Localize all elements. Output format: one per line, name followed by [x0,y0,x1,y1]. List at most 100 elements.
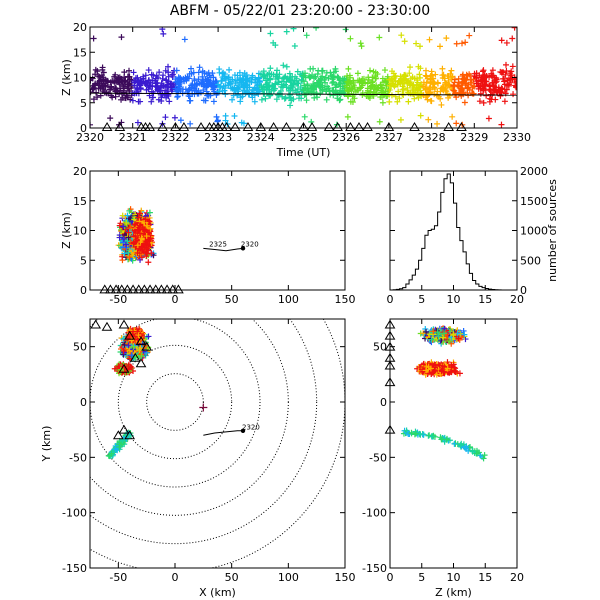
source-marker [324,83,331,90]
source-marker [416,71,423,78]
chart-title: ABFM - 05/22/01 23:20:00 - 23:30:00 [169,3,431,19]
y-tick-label: 5 [80,254,87,267]
source-marker [145,77,152,84]
source-marker [303,97,310,104]
source-marker [411,95,418,102]
source-marker [428,98,435,105]
y-tick-label: 5 [80,97,87,110]
source-marker [229,96,236,103]
source-marker [290,96,297,103]
source-marker [344,78,351,85]
source-marker [500,75,507,82]
source-marker [498,37,505,44]
source-marker [123,220,130,227]
source-marker [102,83,109,90]
source-marker [234,92,241,99]
source-marker [437,337,444,344]
source-marker [499,85,506,92]
source-marker [172,75,179,82]
source-marker [367,67,374,74]
source-marker [210,98,217,105]
source-marker [304,87,311,94]
source-marker [461,99,468,106]
source-marker [340,85,347,92]
station-triangle [353,122,365,131]
y-tick-label: 50 [73,341,87,354]
source-marker [395,88,402,95]
source-marker [143,349,150,356]
x-tick-label: 2330 [503,131,531,144]
source-marker [147,235,154,242]
histogram-frame [389,170,518,291]
source-marker [461,331,468,338]
source-marker [456,336,463,343]
source-marker [426,90,433,97]
source-marker [142,216,149,223]
source-marker [414,79,421,86]
source-marker [503,39,510,46]
source-marker [142,72,149,79]
source-marker [420,79,427,86]
source-marker [462,39,469,46]
source-marker [145,333,152,340]
source-marker [174,94,181,101]
source-marker [413,84,420,91]
station-triangle [101,321,113,331]
source-marker [439,75,446,82]
source-marker [498,69,505,76]
x-height-frame [89,170,346,291]
source-marker [90,35,97,42]
source-marker [118,34,125,41]
source-marker [434,120,441,127]
source-marker [138,235,145,242]
source-marker [117,85,124,92]
source-marker [334,73,341,80]
source-marker [481,82,488,89]
source-marker [453,40,460,47]
source-marker [239,72,246,79]
source-marker [236,69,243,76]
source-marker [237,98,244,105]
source-marker [249,94,256,101]
station-triangle [133,284,145,294]
source-marker [437,88,444,95]
source-marker [377,94,384,101]
source-marker [260,73,267,80]
source-marker [159,75,166,82]
source-marker [126,347,133,354]
source-marker [332,65,339,72]
source-marker [138,207,145,214]
source-marker [336,81,343,88]
station-triangle [298,122,309,131]
time-height-frame [89,26,518,129]
source-marker [266,75,273,82]
source-marker [134,328,141,335]
source-marker [459,40,466,47]
source-marker [303,32,310,39]
source-marker [332,88,339,95]
source-marker [138,352,145,359]
source-marker [339,75,346,82]
source-marker [148,98,155,105]
source-marker [399,80,406,87]
y-axis-label: Z (km) [60,212,73,249]
source-marker [190,69,197,76]
source-marker [497,68,504,75]
station-triangle [105,284,116,294]
source-marker [235,88,242,95]
source-marker [367,88,374,95]
source-marker [459,79,466,86]
source-marker [124,79,131,86]
source-marker [345,79,352,86]
source-marker [461,75,468,82]
source-marker [126,67,133,74]
station-triangle [229,122,241,131]
source-marker [94,94,101,101]
source-marker [434,79,441,86]
source-marker [367,83,374,90]
source-marker [314,71,321,78]
source-marker [357,40,364,47]
source-marker [221,71,228,78]
range-ring [117,344,233,460]
